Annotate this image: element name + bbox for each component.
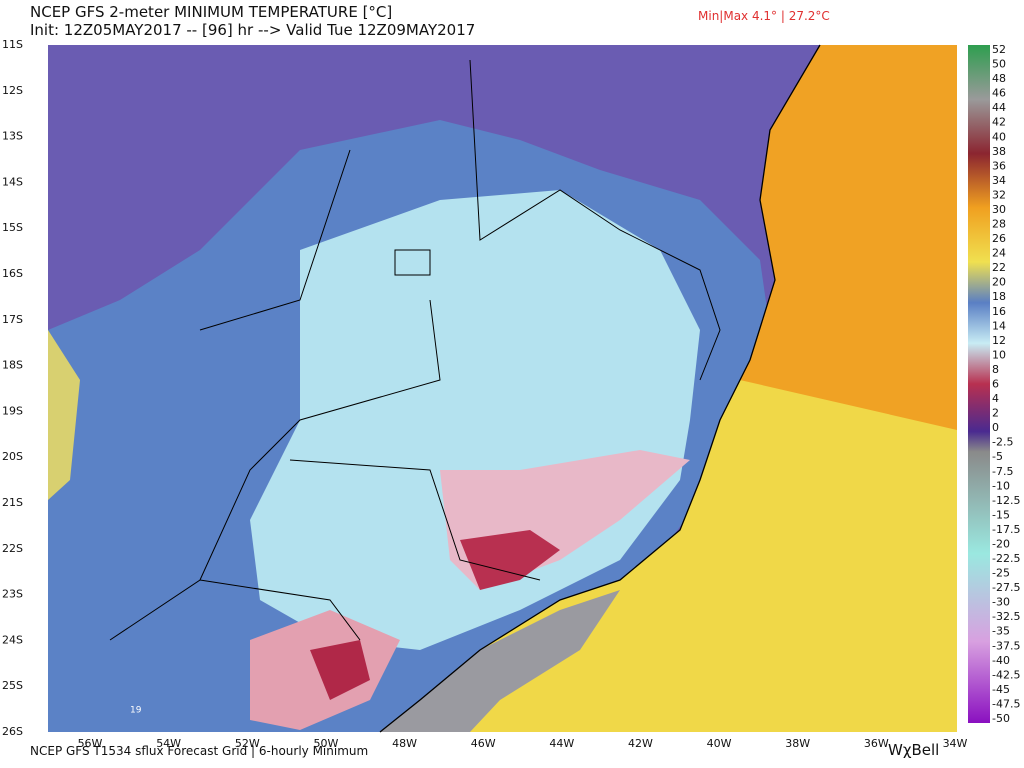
longitude-labels: 56W 54W 52W 50W 48W 46W 44W 42W 40W 38W 36W 34W <box>78 737 968 750</box>
colorbar-label: 8 <box>992 363 999 376</box>
latitude-label: 20S <box>2 450 23 463</box>
colorbar-label: -42.5 <box>992 668 1020 681</box>
colorbar-label: 4 <box>992 392 999 405</box>
latitude-label: 12S <box>2 84 23 97</box>
colorbar-label: 44 <box>992 101 1006 114</box>
latitude-label: 24S <box>2 633 23 646</box>
latitude-label: 23S <box>2 588 23 601</box>
longitude-label: 48W <box>392 737 417 750</box>
colorbar-label: 26 <box>992 232 1006 245</box>
colorbar-label: 6 <box>992 378 999 391</box>
longitude-label: 46W <box>471 737 496 750</box>
latitude-label: 19S <box>2 404 23 417</box>
colorbar-label: -32.5 <box>992 610 1020 623</box>
colorbar-label: -40 <box>992 654 1010 667</box>
latitude-label: 26S <box>2 725 23 738</box>
colorbar-label: -30 <box>992 596 1010 609</box>
colorbar-label: 32 <box>992 188 1006 201</box>
latitude-label: 25S <box>2 679 23 692</box>
latitude-label: 16S <box>2 267 23 280</box>
colorbar-label: 38 <box>992 145 1006 158</box>
title: NCEP GFS 2-meter MINIMUM TEMPERATURE [°C… <box>30 3 392 21</box>
colorbar-label: -35 <box>992 625 1010 638</box>
colorbar-label: 36 <box>992 159 1006 172</box>
colorbar-label: -5 <box>992 450 1003 463</box>
latitude-label: 11S <box>2 38 23 51</box>
colorbar-label: -50 <box>992 712 1010 725</box>
colorbar-label: 52 <box>992 43 1006 56</box>
colorbar-label: -37.5 <box>992 639 1020 652</box>
footer-source: NCEP GFS T1534 sflux Forecast Grid | 6-h… <box>30 744 368 758</box>
colorbar-label: 24 <box>992 247 1006 260</box>
colorbar-label: 50 <box>992 58 1006 71</box>
latitude-label: 15S <box>2 221 23 234</box>
colorbar-label: 28 <box>992 218 1006 231</box>
colorbar-label: -45 <box>992 683 1010 696</box>
colorbar-label: -27.5 <box>992 581 1020 594</box>
latitude-label: 14S <box>2 175 23 188</box>
colorbar-label: 40 <box>992 130 1006 143</box>
colorbar-labels: 5250484644424038363432302826242220181614… <box>992 43 1020 725</box>
map <box>48 44 957 733</box>
min-max: Min|Max 4.1° | 27.2°C <box>698 9 830 23</box>
longitude-label: 40W <box>707 737 732 750</box>
latitude-label: 17S <box>2 313 23 326</box>
longitude-label: 42W <box>628 737 653 750</box>
latitude-label: 21S <box>2 496 23 509</box>
brand: WχBell <box>888 741 939 759</box>
colorbar-label: 12 <box>992 334 1006 347</box>
colorbar-label: -12.5 <box>992 494 1020 507</box>
colorbar-label: 42 <box>992 116 1006 129</box>
colorbar-label: 14 <box>992 319 1006 332</box>
colorbar-label: 0 <box>992 421 999 434</box>
longitude-label: 38W <box>785 737 810 750</box>
latitude-label: 13S <box>2 130 23 143</box>
colorbar-label: 46 <box>992 87 1006 100</box>
colorbar-label: 30 <box>992 203 1006 216</box>
colorbar-label: -47.5 <box>992 697 1020 710</box>
colorbar-label: 20 <box>992 276 1006 289</box>
longitude-label: 52W <box>235 737 260 750</box>
colorbar-label: -17.5 <box>992 523 1020 536</box>
colorbar-label: -10 <box>992 479 1010 492</box>
place-label: 19 <box>130 706 142 716</box>
colorbar <box>968 45 990 723</box>
longitude-label: 50W <box>313 737 338 750</box>
latitude-label: 18S <box>2 359 23 372</box>
colorbar-label: -25 <box>992 567 1010 580</box>
colorbar-label: 16 <box>992 305 1006 318</box>
longitude-label: 44W <box>549 737 574 750</box>
colorbar-label: -20 <box>992 537 1010 550</box>
colorbar-label: 34 <box>992 174 1006 187</box>
latitude-label: 22S <box>2 542 23 555</box>
subtitle: Init: 12Z05MAY2017 -- [96] hr --> Valid … <box>30 21 475 39</box>
colorbar-label: 10 <box>992 348 1006 361</box>
colorbar-label: 2 <box>992 407 999 420</box>
colorbar-label: 18 <box>992 290 1006 303</box>
longitude-label: 56W <box>78 737 103 750</box>
longitude-label: 34W <box>943 737 968 750</box>
colorbar-label: -22.5 <box>992 552 1020 565</box>
colorbar-label: -15 <box>992 508 1010 521</box>
colorbar-label: -2.5 <box>992 436 1013 449</box>
colorbar-label: 48 <box>992 72 1006 85</box>
latitude-labels: 11S 12S 13S 14S 15S 16S 17S 18S 19S 20S 21S 22S 23S 2… <box>2 38 23 738</box>
colorbar-label: 22 <box>992 261 1006 274</box>
longitude-label: 54W <box>156 737 181 750</box>
longitude-label: 36W <box>864 737 889 750</box>
colorbar-label: -7.5 <box>992 465 1013 478</box>
